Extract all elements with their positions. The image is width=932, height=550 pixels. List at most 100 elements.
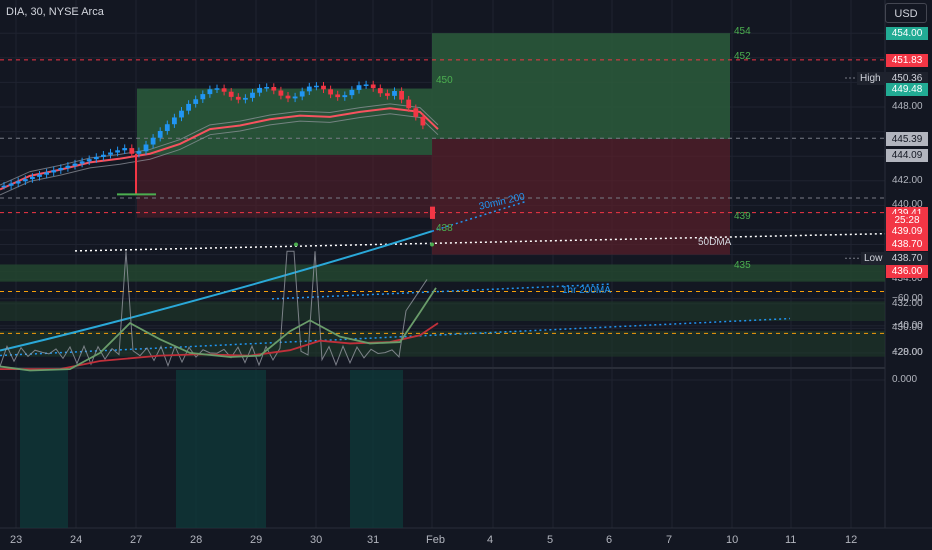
price-label[interactable]: 436.00 — [886, 265, 928, 279]
candle-body — [250, 92, 255, 98]
candle-body — [115, 150, 120, 153]
price-label[interactable]: 450.36 — [886, 71, 928, 85]
price-label[interactable]: 25:28 — [886, 214, 928, 228]
chart-annotation: 450 — [436, 75, 453, 87]
candle-body — [420, 116, 426, 126]
candle-body — [285, 95, 291, 99]
candle-body — [243, 97, 248, 100]
candle-body — [264, 87, 270, 89]
osc-main-line — [0, 287, 437, 372]
oscillator-pane[interactable] — [0, 242, 439, 529]
price-label[interactable]: 454.00 — [886, 27, 928, 41]
candle-body — [44, 172, 49, 175]
price-label[interactable]: 451.83 — [886, 53, 928, 67]
candle-body — [363, 84, 369, 86]
price-tick: 448.00 — [892, 101, 923, 112]
candle-body — [8, 183, 14, 186]
candle-body — [299, 91, 305, 97]
profit-zone-right — [432, 33, 730, 139]
candle-body — [129, 148, 135, 154]
price-tick: 440.00 — [892, 199, 923, 211]
candle-body — [101, 154, 106, 157]
candle-body — [271, 87, 277, 91]
candle-body — [377, 88, 383, 94]
osc-signal-line — [0, 322, 439, 371]
price-tick: 432.00 — [892, 297, 923, 309]
chart-annotation: 435 — [734, 259, 751, 271]
price-label[interactable]: 449.48 — [886, 82, 928, 96]
candle-body — [72, 163, 78, 166]
loss-zone-right — [432, 138, 730, 255]
chart-annotation: 452 — [734, 50, 751, 62]
high-tag: High — [857, 71, 884, 85]
candle-body — [193, 99, 199, 104]
currency-button[interactable]: USD — [885, 3, 927, 23]
indicator-lines — [0, 59, 886, 357]
price-label[interactable]: 438.70 — [886, 252, 928, 266]
time-tick: 31 — [367, 534, 380, 546]
candle-body — [157, 130, 163, 138]
support-zone — [0, 301, 885, 322]
osc-shade — [176, 370, 266, 528]
price-tick: 434.00 — [892, 273, 923, 285]
candle-body — [179, 110, 184, 118]
candle-body — [385, 93, 390, 96]
candle-body — [86, 159, 92, 162]
candle-body — [306, 86, 312, 92]
chart-annotation: 438 — [436, 223, 453, 234]
time-tick: 29 — [250, 534, 263, 546]
time-tick: 7 — [666, 534, 673, 546]
candle-body — [228, 91, 234, 97]
osc-shade — [350, 370, 403, 528]
candle-body — [399, 91, 404, 100]
candlesticks[interactable] — [1, 80, 435, 219]
osc-fast-line — [0, 250, 428, 368]
candle-body — [328, 89, 333, 95]
time-tick: 28 — [190, 534, 203, 546]
candle-body — [79, 161, 85, 164]
time-tick: 23 — [10, 534, 23, 546]
price-label[interactable]: 444.09 — [886, 149, 928, 163]
loss-zone-left — [137, 154, 432, 218]
candle-body — [413, 108, 419, 117]
candle-body — [200, 94, 206, 100]
candle-body — [1, 185, 7, 188]
symbol-title[interactable]: DIA, 30, NYSE Arca — [6, 6, 104, 18]
chart-annotation: 50DMA — [698, 236, 732, 248]
osc-marker-dot — [294, 242, 298, 247]
price-label[interactable]: 439.09 — [886, 225, 928, 239]
time-tick: 10 — [726, 534, 739, 546]
candle-body — [406, 99, 412, 109]
chart-annotation: 454 — [734, 26, 751, 38]
ma200-hourly-dotted — [0, 317, 791, 357]
chart-annotation: 1hr 200MA — [562, 284, 611, 296]
osc-tick: 0.000 — [892, 374, 918, 385]
price-label[interactable]: 445.39 — [886, 133, 928, 147]
ma50-line — [74, 232, 886, 252]
profit-zone-left — [137, 88, 432, 155]
price-tick: 430.00 — [892, 322, 923, 334]
osc-tick: −20.00 — [892, 346, 923, 358]
candle-body — [207, 89, 213, 95]
low-tag: Low — [861, 252, 886, 266]
osc-tick: −60.00 — [892, 292, 923, 304]
candle-body — [392, 91, 397, 96]
candle-body — [292, 96, 298, 99]
candle-body — [278, 90, 284, 96]
time-tick: 24 — [70, 534, 83, 546]
candle-body — [342, 95, 348, 98]
price-label[interactable]: 438.70 — [886, 237, 928, 251]
candle-body — [51, 170, 57, 173]
candle-body — [321, 85, 326, 90]
candle-body — [356, 85, 362, 90]
osc-marker-dot — [430, 242, 434, 247]
time-tick: 27 — [130, 534, 143, 546]
time-tick: Feb — [426, 534, 445, 546]
time-tick: 4 — [487, 534, 494, 546]
candle-body — [172, 117, 177, 125]
ema-lower-line — [0, 113, 439, 196]
candle-body — [122, 148, 128, 151]
time-tick: 6 — [606, 534, 613, 546]
time-tick: 30 — [310, 534, 323, 546]
